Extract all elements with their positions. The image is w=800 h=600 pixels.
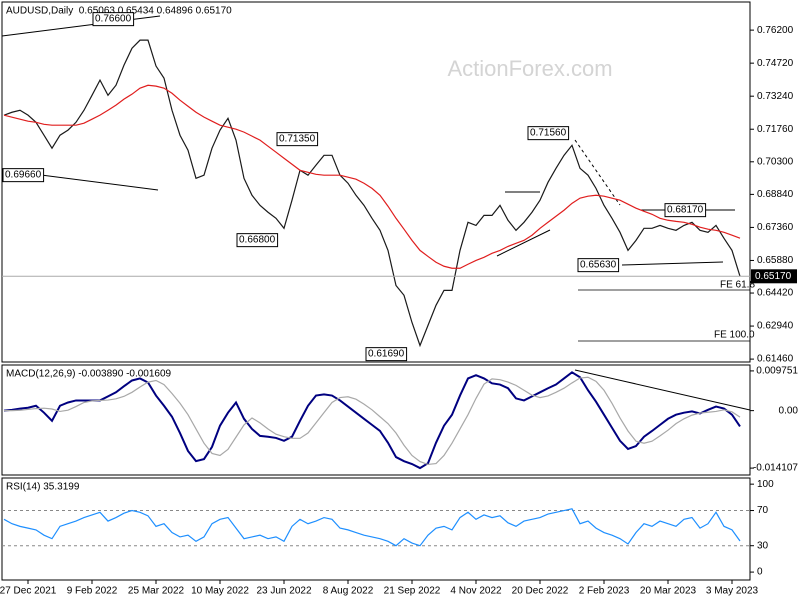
- x-tick-label: 2 Feb 2023: [579, 586, 630, 597]
- x-tick-label: 27 Dec 2021: [0, 586, 57, 597]
- annotation: 0.71350: [279, 134, 316, 145]
- annotation: FE 61.8: [720, 280, 755, 291]
- x-tick-label: 20 Dec 2022: [512, 586, 569, 597]
- panel-title: MACD(12,26,9) -0.003890 -0.001609: [6, 369, 172, 380]
- y-tick-label: 0.00: [779, 405, 799, 416]
- series-line: [3, 39, 741, 348]
- annotation: 0.68170: [667, 205, 704, 216]
- y-tick-label: 100: [757, 479, 774, 490]
- panel-title: RSI(14) 35.3199: [6, 482, 80, 493]
- y-tick-label: 0.76200: [757, 25, 794, 36]
- x-tick-label: 9 Feb 2022: [67, 586, 118, 597]
- y-tick-label: -0.014107: [753, 463, 798, 474]
- x-tick-label: 3 May 2023: [706, 586, 759, 597]
- x-tick-label: 20 Mar 2023: [640, 586, 697, 597]
- annotation: 0.76600: [95, 14, 132, 25]
- x-tick-label: 21 Sep 2022: [384, 586, 441, 597]
- annotation-box: [577, 258, 620, 273]
- y-tick-label: 0.62940: [757, 321, 794, 332]
- price-panel: [1, 1, 751, 363]
- annotation: 0.71560: [530, 128, 567, 139]
- plot: 0.61460 0.62940 0.64420 0.65880 0.67360 0.688…: [0, 6, 798, 597]
- y-tick-label: 70: [757, 505, 769, 516]
- x-tick-label: 4 Nov 2022: [450, 586, 502, 597]
- panel-title: AUDUSD,Daily 0.65063 0.65434 0.64896 0.6…: [6, 6, 232, 17]
- y-tick-label: 0.65880: [757, 255, 794, 266]
- macd-panel: [1, 364, 751, 476]
- rsi-panel: [1, 477, 751, 581]
- macd-trend-line: [574, 369, 751, 411]
- annotation: 0.69660: [5, 170, 42, 181]
- watermark: ActionForex.com: [447, 56, 612, 81]
- x-tick-label: 8 Aug 2022: [323, 586, 374, 597]
- y-tick-label: 0.74720: [757, 58, 794, 69]
- y-tick-label: 0.64420: [757, 288, 794, 299]
- series-line: [3, 371, 741, 470]
- y-tick-label: 0.70300: [757, 156, 794, 167]
- annotation-box: [236, 233, 279, 248]
- series-line: [4, 376, 741, 466]
- y-tick-label: 0.67360: [757, 222, 794, 233]
- last-price-box: [751, 269, 797, 284]
- annotation: 0.66800: [239, 235, 276, 246]
- y-tick-label: 30: [757, 540, 769, 551]
- annotation: 0.65630: [580, 260, 617, 271]
- x-tick-label: 10 May 2022: [191, 586, 249, 597]
- annotation: FE 100.0: [714, 330, 755, 341]
- series-line: [3, 84, 741, 269]
- annotation-box: [365, 347, 408, 362]
- y-tick-label: 0.71760: [757, 124, 794, 135]
- x-tick-label: 25 Mar 2022: [128, 586, 185, 597]
- annotation-box: [664, 203, 707, 218]
- y-tick-label: 0.009751: [756, 366, 798, 377]
- y-tick-label: 0.61460: [757, 354, 794, 365]
- series-line: [3, 508, 741, 547]
- last-price-label: 0.65170: [755, 271, 792, 282]
- y-tick-label: 0.68840: [757, 189, 794, 200]
- annotation-box: [527, 126, 570, 141]
- trend-line: [621, 261, 724, 266]
- annotation-box: [2, 168, 45, 183]
- annotation-box: [92, 12, 135, 27]
- annotation: 0.61690: [368, 349, 405, 360]
- annotation-box: [276, 132, 319, 147]
- y-tick-label: 0: [757, 567, 763, 578]
- x-tick-label: 23 Jun 2022: [256, 586, 311, 597]
- trend-line: [574, 139, 621, 206]
- y-tick-label: 0.73240: [757, 91, 794, 102]
- trend-line: [496, 229, 551, 257]
